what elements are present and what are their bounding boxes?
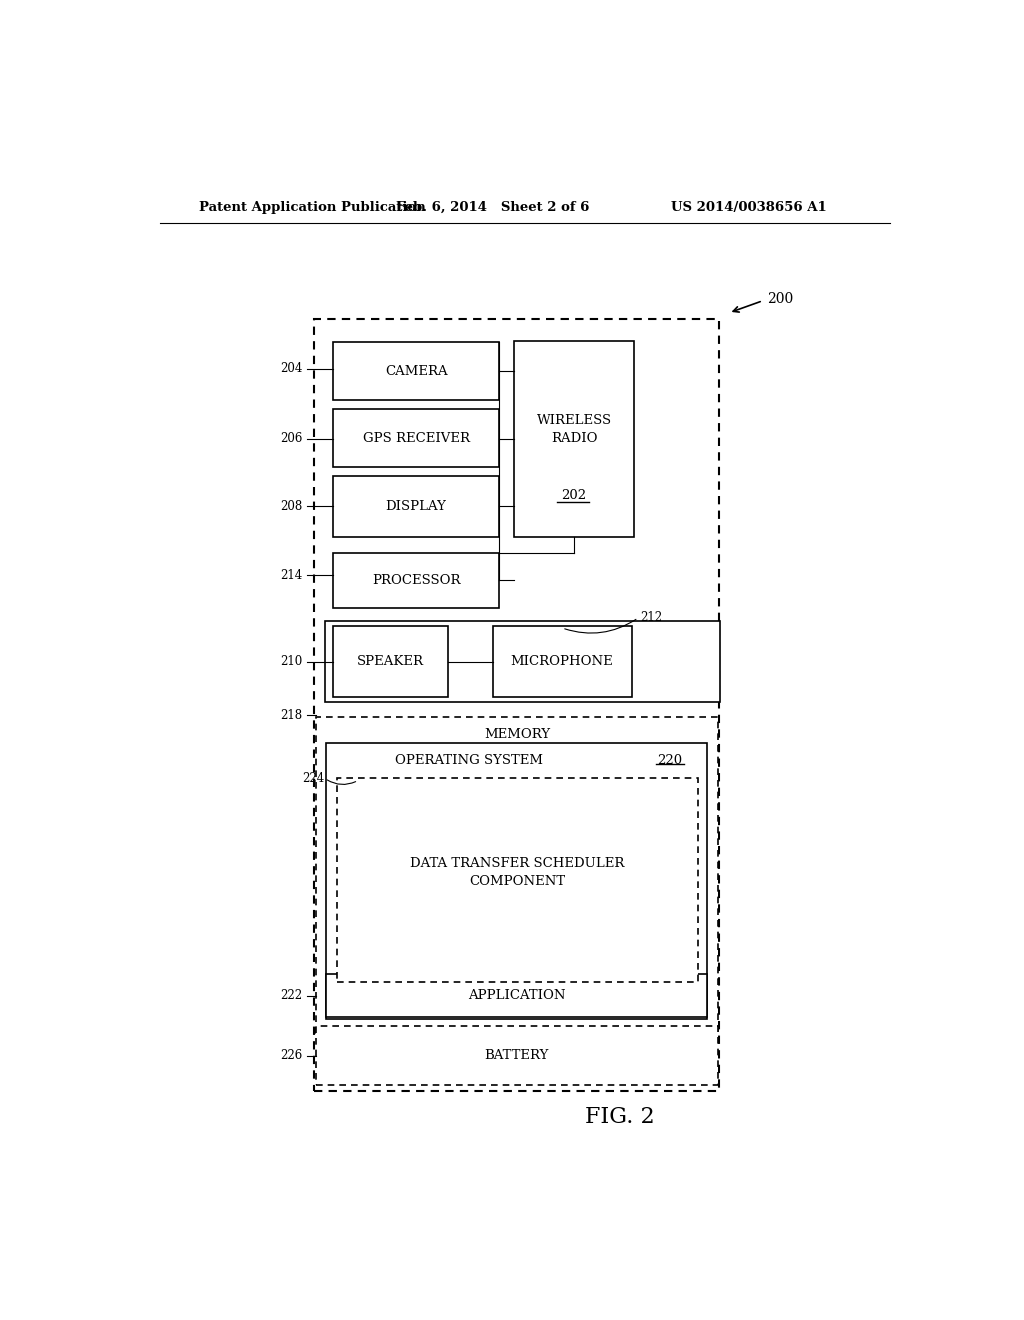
FancyBboxPatch shape xyxy=(327,974,708,1018)
FancyBboxPatch shape xyxy=(494,626,632,697)
FancyBboxPatch shape xyxy=(333,409,500,467)
Text: 218: 218 xyxy=(281,709,303,722)
Text: 206: 206 xyxy=(281,433,303,445)
Text: DISPLAY: DISPLAY xyxy=(386,499,446,512)
Text: 220: 220 xyxy=(657,754,683,767)
FancyBboxPatch shape xyxy=(333,342,500,400)
FancyBboxPatch shape xyxy=(514,342,634,536)
Text: Patent Application Publication: Patent Application Publication xyxy=(200,201,426,214)
FancyBboxPatch shape xyxy=(333,553,500,607)
Text: FIG. 2: FIG. 2 xyxy=(586,1106,654,1127)
Text: WIRELESS
RADIO: WIRELESS RADIO xyxy=(537,414,611,445)
FancyBboxPatch shape xyxy=(333,626,447,697)
Text: 208: 208 xyxy=(281,499,303,512)
FancyBboxPatch shape xyxy=(337,779,697,982)
FancyBboxPatch shape xyxy=(327,743,708,1019)
Text: 214: 214 xyxy=(281,569,303,582)
Text: MEMORY: MEMORY xyxy=(483,727,550,741)
Text: OPERATING SYSTEM: OPERATING SYSTEM xyxy=(395,754,544,767)
Text: 226: 226 xyxy=(281,1049,303,1063)
FancyBboxPatch shape xyxy=(314,319,719,1092)
Text: 204: 204 xyxy=(281,362,303,375)
FancyBboxPatch shape xyxy=(316,1027,719,1085)
Text: APPLICATION: APPLICATION xyxy=(468,990,565,1002)
Text: 224: 224 xyxy=(302,772,325,785)
Text: CAMERA: CAMERA xyxy=(385,366,447,379)
Text: GPS RECEIVER: GPS RECEIVER xyxy=(362,433,470,445)
Text: DATA TRANSFER SCHEDULER
COMPONENT: DATA TRANSFER SCHEDULER COMPONENT xyxy=(410,858,624,888)
Text: MICROPHONE: MICROPHONE xyxy=(511,655,613,668)
Text: Feb. 6, 2014   Sheet 2 of 6: Feb. 6, 2014 Sheet 2 of 6 xyxy=(396,201,590,214)
Text: 222: 222 xyxy=(281,990,303,1002)
FancyBboxPatch shape xyxy=(316,718,719,1038)
Text: PROCESSOR: PROCESSOR xyxy=(372,574,461,586)
Text: BATTERY: BATTERY xyxy=(484,1049,549,1063)
FancyBboxPatch shape xyxy=(333,475,500,536)
Text: 210: 210 xyxy=(281,655,303,668)
Text: 202: 202 xyxy=(561,490,587,503)
FancyBboxPatch shape xyxy=(325,620,720,702)
Text: SPEAKER: SPEAKER xyxy=(356,655,423,668)
Text: US 2014/0038656 A1: US 2014/0038656 A1 xyxy=(671,201,826,214)
Text: 212: 212 xyxy=(640,611,662,624)
Text: 200: 200 xyxy=(767,292,794,306)
